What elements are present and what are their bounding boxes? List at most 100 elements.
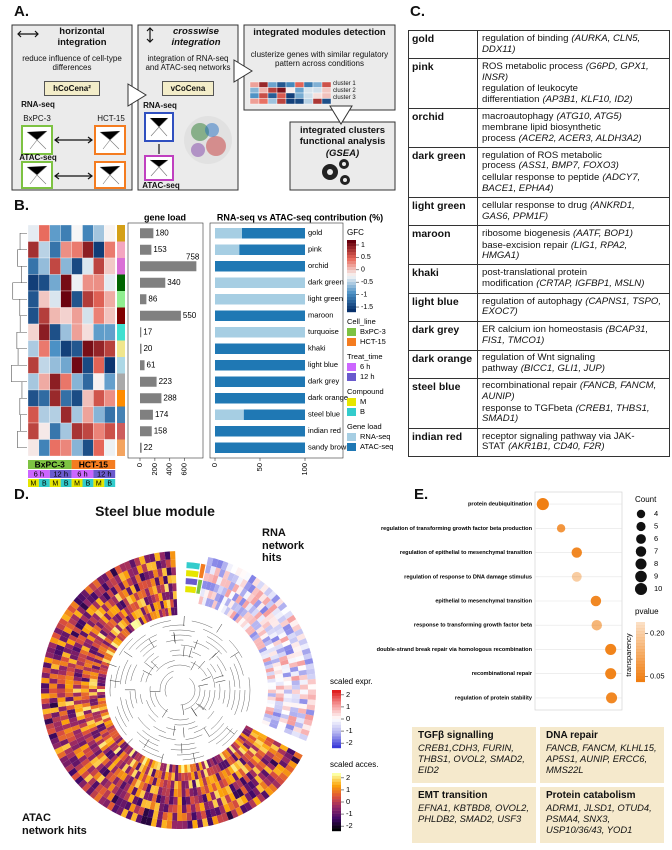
table-row: steel blue recombinational repair (FANCB, … [409,377,669,428]
heatmap-cell [144,757,151,767]
value-label: 288 [163,393,177,402]
heatmap-cell [162,811,168,821]
heatmap-cell [131,566,140,576]
heatmap-cell [242,611,252,620]
term-text: base-excision repair [482,239,568,251]
annotation-label: B [42,480,47,487]
heatmap-cell [132,760,139,770]
heatmap-cell [177,812,183,821]
module-color [117,390,125,407]
dendrogram [145,662,154,670]
heatmap-cell [46,727,57,736]
heatmap-cell [41,698,50,705]
mini-cell [285,92,296,99]
heatmap-cell [155,819,163,828]
heatmap-cell [201,793,208,803]
heatmap-cell [290,702,300,709]
heatmap-cell [59,714,69,721]
heatmap-cell [254,752,264,761]
heatmap-cell [266,674,276,680]
heatmap-cell [93,274,105,292]
heatmap-cell [281,755,291,765]
genes: (ATG10, ATG5) [556,110,622,122]
heatmap-cell [97,676,107,681]
colorbar [332,710,341,714]
heatmap-cell [117,738,126,747]
heatmap-cell [213,790,221,800]
mini-cell [321,98,332,105]
heatmap-cell [73,700,82,705]
heatmap-cell [70,600,80,610]
box-title: DNA repair [546,730,598,741]
heatmap-cell [91,707,100,713]
dendrogram [191,707,198,717]
module-color [117,340,125,357]
heatmap-cell [306,704,316,711]
heatmap-cell [100,603,110,613]
heatmap-cell [63,727,73,735]
heatmap-cell [42,708,52,715]
heatmap-cell [114,636,123,645]
heatmap-cell [105,771,114,781]
heatmap-cell [93,373,105,391]
heatmap-cell [235,576,244,586]
heatmap-cell [206,767,212,777]
heatmap-cell [162,763,167,772]
heatmap-cell [264,624,274,633]
heatmap-cell [174,780,178,789]
heatmap-cell [256,735,266,743]
heatmap-cell [88,603,98,613]
heatmap-cell [301,647,311,656]
dendrogram [109,619,251,761]
box-title: TGFβ signalling [418,730,494,741]
heatmap-cell [57,669,67,676]
mini-cell [321,92,332,99]
heatmap-cell [275,681,284,686]
heatmap-cell [298,669,308,676]
heatmap-cell [272,711,282,718]
heatmap-cell [81,681,90,686]
heatmap-cell [71,340,83,358]
legend-title: Gene load [347,422,382,431]
heatmap-cell [134,609,141,619]
heatmap-cell [262,716,272,723]
heatmap-cell [207,573,214,583]
heatmap-cell [89,678,98,683]
heatmap-cell [203,801,210,811]
heatmap-cell [89,616,99,625]
heatmap-cell [267,689,276,694]
dendrogram [143,739,150,748]
heatmap-cell [67,712,77,719]
heatmap-cell [78,754,88,763]
heatmap-cell [160,584,166,593]
dendrogram [19,315,27,333]
arrow [233,59,253,83]
term-text: ER calcium ion homeostasis [482,324,603,336]
module-color [117,324,125,341]
heatmap-cell [198,762,204,771]
heatmap-cell [283,676,292,682]
heatmap-cell [68,755,79,764]
colorbar [636,670,645,674]
bar [140,310,181,321]
heatmap-cell [91,710,101,717]
heatmap-cell [97,700,107,705]
heatmap-cell [237,617,246,626]
heatmap-cell [307,694,316,701]
heatmap-cell [130,777,138,787]
colorbar [347,252,356,256]
heatmap-cell [276,647,286,655]
heatmap-cell [100,743,109,752]
heatmap-cell [239,776,248,786]
heatmap-cell [216,559,224,569]
heatmap-cell [81,677,90,682]
heatmap-cell [294,628,304,637]
heatmap-cell [77,718,87,725]
heatmap-cell [127,793,135,804]
legend-tick: -0.5 [361,279,373,286]
colorbar [332,707,341,711]
heatmap-cell [213,583,220,593]
heatmap-cell [169,788,175,797]
heatmap-cell [59,738,69,747]
heatmap-cell [240,765,250,775]
